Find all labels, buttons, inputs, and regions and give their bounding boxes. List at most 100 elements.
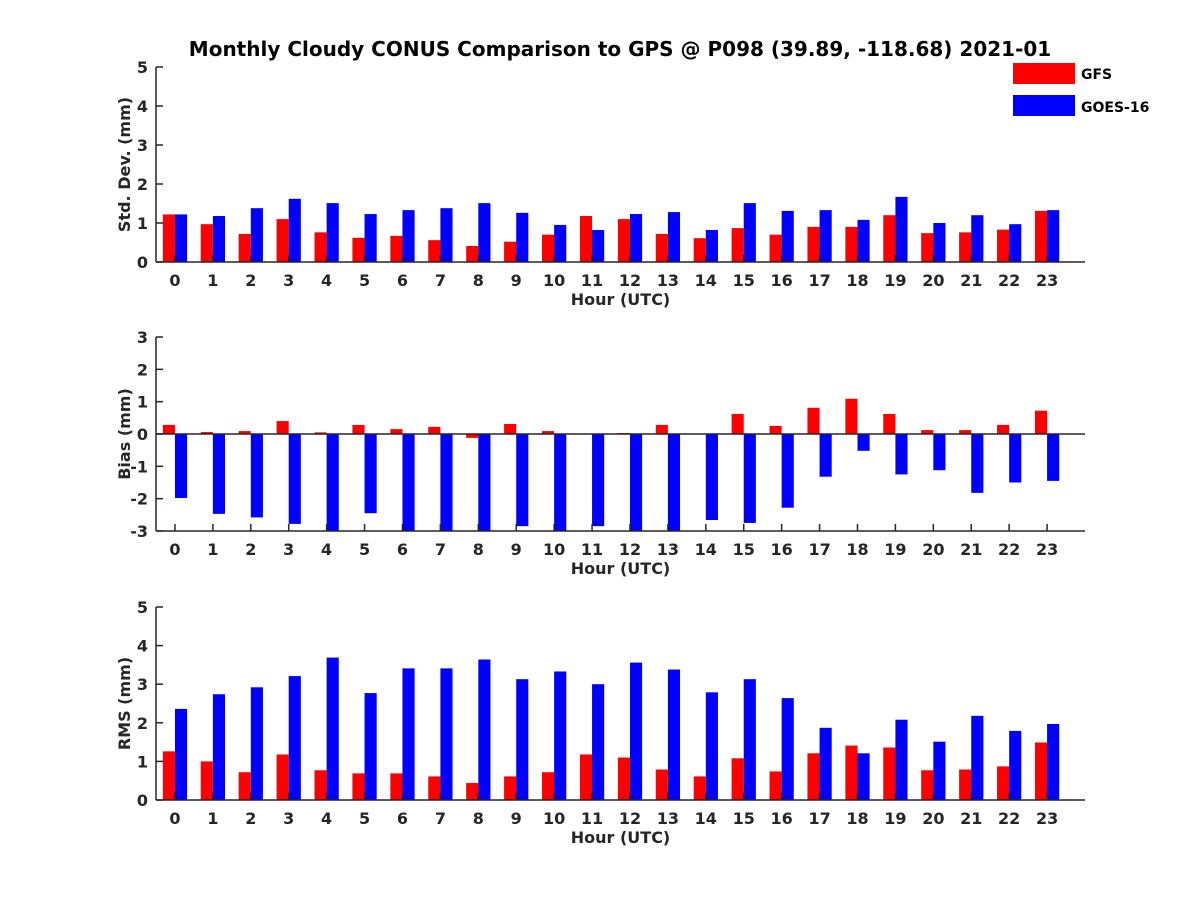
bar-bias-gfs	[997, 424, 1010, 434]
bar-std-gfs	[579, 215, 593, 262]
x-tick-label: 7	[435, 271, 446, 290]
bar-rms-gfs	[542, 772, 555, 800]
x-tick-label: 8	[473, 809, 484, 828]
y-tick-label: 0	[137, 425, 148, 444]
bar-bias-goes16	[288, 434, 301, 524]
bar-rms-gfs	[693, 776, 706, 800]
x-tick-label: 18	[846, 540, 868, 559]
x-tick-label: 2	[245, 271, 256, 290]
bar-bias-gfs	[769, 425, 782, 434]
bar-rms-goes16	[781, 698, 794, 800]
bar-bias-gfs	[390, 429, 403, 434]
y-tick-label: 1	[137, 214, 148, 233]
bar-std-gfs	[542, 234, 555, 262]
x-tick-label: 20	[922, 809, 944, 828]
x-tick-label: 9	[511, 271, 522, 290]
x-tick-label: 16	[771, 540, 793, 559]
x-tick-label: 15	[733, 809, 755, 828]
x-tick-label: 2	[245, 809, 256, 828]
x-tick-label: 23	[1036, 271, 1058, 290]
bar-std-gfs	[428, 240, 441, 262]
bar-std-gfs	[200, 224, 213, 262]
x-tick-label: 4	[321, 540, 332, 559]
bar-rms-gfs	[466, 783, 479, 800]
bar-bias-gfs	[731, 413, 744, 434]
bar-rms-goes16	[554, 671, 567, 800]
x-tick-label: 3	[283, 271, 294, 290]
bar-rms-gfs	[579, 754, 593, 800]
bar-rms-goes16	[1047, 723, 1060, 800]
x-tick-label: 8	[473, 271, 484, 290]
bar-std-goes16	[402, 210, 415, 262]
bar-rms-goes16	[895, 719, 908, 800]
bar-rms-gfs	[845, 745, 858, 800]
bar-rms-goes16	[705, 692, 718, 800]
y-tick-label: -1	[130, 457, 148, 476]
bar-bias-goes16	[478, 434, 491, 531]
bar-rms-gfs	[807, 753, 820, 800]
bar-bias-gfs	[466, 434, 479, 438]
bar-rms-goes16	[364, 693, 377, 800]
legend-swatch-gfs	[1013, 63, 1075, 84]
bar-bias-goes16	[440, 434, 453, 531]
bar-std-goes16	[971, 215, 984, 262]
bar-rms-goes16	[743, 679, 756, 800]
x-tick-label: 10	[543, 809, 565, 828]
bar-rms-goes16	[516, 679, 529, 800]
x-tick-label: 21	[960, 271, 982, 290]
bar-bias-gfs	[883, 413, 896, 434]
y-tick-label: 1	[137, 393, 148, 412]
bar-rms-goes16	[819, 727, 832, 800]
bar-std-goes16	[781, 210, 794, 262]
bar-std-goes16	[705, 230, 718, 262]
bar-std-gfs	[504, 241, 517, 262]
bar-bias-goes16	[250, 434, 263, 518]
bar-bias-gfs	[655, 424, 668, 434]
x-tick-label: 4	[321, 809, 332, 828]
x-tick-label: 22	[998, 809, 1020, 828]
bar-rms-gfs	[314, 770, 327, 800]
x-tick-label: 11	[581, 540, 603, 559]
bar-rms-gfs	[959, 769, 972, 800]
bar-bias-goes16	[1047, 434, 1060, 481]
x-tick-label: 12	[619, 540, 641, 559]
bar-std-goes16	[933, 223, 946, 262]
y-tick-label: 5	[137, 58, 148, 77]
x-tick-label: 17	[808, 540, 830, 559]
bar-rms-goes16	[174, 708, 188, 800]
x-tick-label: 10	[543, 540, 565, 559]
bar-bias-goes16	[743, 434, 756, 523]
y-tick-label: 2	[137, 175, 148, 194]
x-axis-label: Hour (UTC)	[571, 290, 671, 309]
bar-bias-gfs	[1034, 410, 1048, 434]
y-tick-label: 2	[137, 714, 148, 733]
bar-bias-goes16	[174, 434, 188, 499]
bar-rms-gfs	[617, 757, 630, 800]
bar-std-goes16	[629, 214, 643, 262]
bar-rms-goes16	[667, 669, 681, 800]
y-tick-label: 4	[137, 97, 148, 116]
x-tick-label: 6	[397, 540, 408, 559]
x-tick-label: 18	[846, 809, 868, 828]
bar-bias-gfs	[276, 421, 289, 434]
x-tick-label: 5	[359, 271, 370, 290]
y-tick-label: 4	[137, 637, 148, 656]
x-tick-label: 13	[657, 540, 679, 559]
x-tick-label: 1	[207, 540, 218, 559]
bar-bias-gfs	[921, 430, 934, 434]
bar-rms-gfs	[428, 776, 441, 800]
x-tick-label: 17	[808, 809, 830, 828]
bar-rms-goes16	[440, 668, 453, 800]
x-tick-label: 14	[695, 271, 717, 290]
y-tick-label: -2	[130, 490, 148, 509]
x-tick-label: 6	[397, 271, 408, 290]
x-tick-label: 22	[998, 271, 1020, 290]
bar-std-gfs	[921, 233, 934, 262]
bar-std-gfs	[390, 235, 403, 262]
bar-std-goes16	[440, 208, 453, 262]
chart-title: Monthly Cloudy CONUS Comparison to GPS @…	[189, 37, 1051, 61]
bar-rms-goes16	[971, 715, 984, 800]
bar-rms-goes16	[629, 662, 643, 800]
